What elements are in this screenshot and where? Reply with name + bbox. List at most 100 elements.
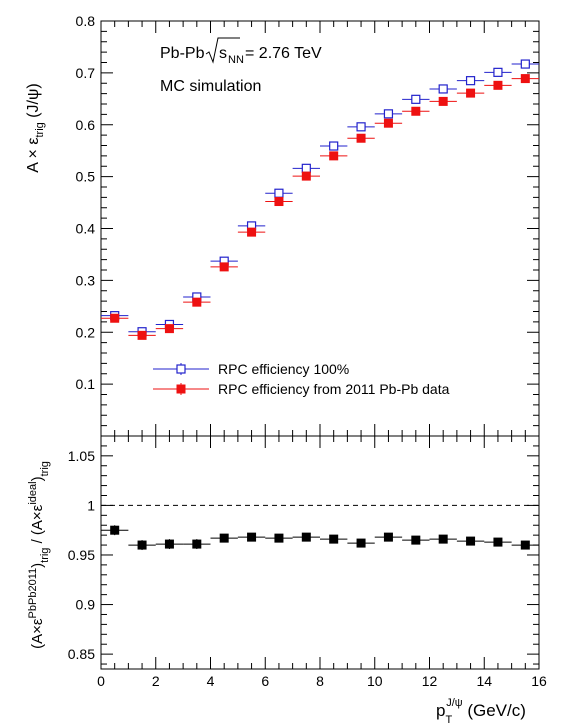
- ratio-series: [101, 525, 539, 551]
- data-point-filled: [274, 197, 284, 207]
- legend: RPC efficiency 100% RPC efficiency from …: [153, 361, 450, 397]
- data-point-filled: [247, 227, 257, 237]
- legend-marker-rpc-2011: [153, 383, 209, 395]
- bottom-y-tick-label: 1: [87, 497, 95, 513]
- x-tick-label: 10: [367, 673, 383, 689]
- xlabel-sub: T: [445, 714, 452, 726]
- data-point-open: [383, 109, 394, 119]
- ratio-data-point: [411, 535, 421, 545]
- data-point-open: [465, 76, 476, 86]
- ratio-data-point: [466, 536, 476, 546]
- legend-marker-rpc-100: [153, 363, 209, 375]
- x-tick-label: 0: [97, 673, 105, 689]
- top-y-tick-label: 0.4: [76, 221, 96, 237]
- annotation-system: Pb-Pb: [160, 45, 205, 62]
- top-y-axis-title: A × εtrig (J/ψ): [25, 83, 46, 172]
- ratio-data-point: [438, 534, 448, 544]
- top-y-tick-label: 0.1: [76, 376, 96, 392]
- annotation-mc: MC simulation: [160, 78, 261, 95]
- bottom-y-tick-label: 0.95: [68, 547, 95, 563]
- top-y-tick-label: 0.7: [76, 65, 96, 81]
- ratio-data-point: [520, 540, 530, 550]
- ratio-data-point: [192, 539, 202, 549]
- ratio-data-point: [274, 533, 284, 543]
- data-point-filled: [329, 151, 339, 161]
- ratio-ylabel-sup2: ideal: [27, 481, 39, 504]
- series-0: [101, 59, 539, 337]
- data-point-filled: [301, 171, 311, 181]
- data-point-open: [411, 94, 421, 104]
- ratio-data-point: [110, 525, 120, 535]
- top-panel: 0.1 0.2 0.3 0.4 0.5 0.6 0.7 0.8: [76, 13, 540, 437]
- data-point-filled: [383, 118, 393, 128]
- bottom-panel: 0.85 0.9 0.95 1 1.05 0 2 4 6 8 10 12 14 16: [68, 435, 547, 689]
- data-point-open: [520, 59, 530, 69]
- sqrt-s-subscript: NN: [228, 54, 244, 66]
- data-point-open: [356, 122, 366, 132]
- ratio-data-point: [329, 534, 339, 544]
- top-y-tick-label: 0.5: [76, 169, 96, 185]
- data-point-filled: [466, 88, 476, 98]
- data-point-filled: [110, 313, 120, 323]
- ratio-data-point: [383, 532, 393, 542]
- data-point-filled: [219, 262, 229, 272]
- bottom-y-tick-label: 0.85: [68, 646, 95, 662]
- bottom-y-axis-title: (A×εPbPb2011)trig / (A×εideal)trig: [27, 461, 51, 649]
- data-point-open: [274, 188, 284, 198]
- svg-text:A × εtrig (J/ψ): A × εtrig (J/ψ): [25, 83, 46, 172]
- data-point-filled: [356, 133, 366, 143]
- data-point-filled: [520, 74, 530, 84]
- x-tick-label: 4: [207, 673, 215, 689]
- data-point-filled: [493, 80, 503, 90]
- ratio-data-point: [137, 540, 147, 550]
- x-tick-label: 16: [531, 673, 547, 689]
- ratio-data-point: [301, 532, 311, 542]
- x-tick-label: 8: [316, 673, 324, 689]
- bottom-y-tick-label: 1.05: [68, 448, 95, 464]
- ratio-ylabel-sub1: trig: [39, 548, 51, 563]
- ratio-data-point: [493, 537, 503, 547]
- top-y-tick-label: 0.8: [76, 13, 96, 29]
- data-point-filled: [192, 297, 202, 307]
- xlabel-tail: (GeV/c): [463, 701, 526, 720]
- data-point-filled: [411, 106, 421, 116]
- x-tick-label: 2: [152, 673, 160, 689]
- xlabel-sup: J/ψ: [446, 697, 463, 709]
- x-axis-title: pT J/ψ (GeV/c): [436, 697, 526, 726]
- sqrt-s-nn: s NN: [205, 37, 244, 66]
- ylabel-sub: trig: [34, 122, 46, 137]
- data-point-open: [301, 163, 311, 173]
- data-point-filled: [137, 330, 147, 340]
- top-y-tick-label: 0.6: [76, 117, 96, 133]
- bottom-plot-frame: [100, 435, 540, 670]
- series-1: [101, 74, 539, 340]
- ratio-ylabel-close1: ): [29, 563, 46, 568]
- ratio-ylabel-mid: / (A×ε: [29, 504, 46, 547]
- top-y-tick-label: 0.2: [76, 324, 96, 340]
- ratio-ylabel-close2: ): [29, 476, 46, 481]
- data-point-filled: [438, 96, 448, 106]
- data-point-open: [329, 141, 339, 151]
- ylabel-tail: (J/ψ): [25, 83, 42, 122]
- ylabel-main: A × ε: [25, 138, 42, 173]
- ratio-ylabel-open: (A×ε: [29, 618, 46, 649]
- sqrt-s-label: s: [219, 45, 227, 62]
- xlabel-p: p: [436, 701, 445, 720]
- bottom-y-tick-label: 0.9: [76, 597, 96, 613]
- svg-text:(A×εPbPb2011)trig / (A×εideal): (A×εPbPb2011)trig / (A×εideal)trig: [27, 461, 51, 649]
- ratio-data-point: [219, 533, 229, 543]
- ratio-ylabel-sub2: trig: [39, 461, 51, 476]
- legend-label-rpc-100: RPC efficiency 100%: [218, 361, 349, 377]
- ratio-data-point: [356, 538, 366, 548]
- ratio-data-point: [164, 539, 174, 549]
- legend-label-rpc-2011: RPC efficiency from 2011 Pb-Pb data: [218, 381, 450, 397]
- data-point-open: [438, 84, 448, 94]
- x-tick-label: 14: [476, 673, 492, 689]
- ratio-data-point: [247, 532, 257, 542]
- x-tick-label: 6: [261, 673, 269, 689]
- ratio-ylabel-sup1: PbPb2011: [27, 568, 39, 619]
- data-point-open: [493, 67, 503, 77]
- x-tick-label: 12: [422, 673, 438, 689]
- data-point-filled: [164, 324, 174, 334]
